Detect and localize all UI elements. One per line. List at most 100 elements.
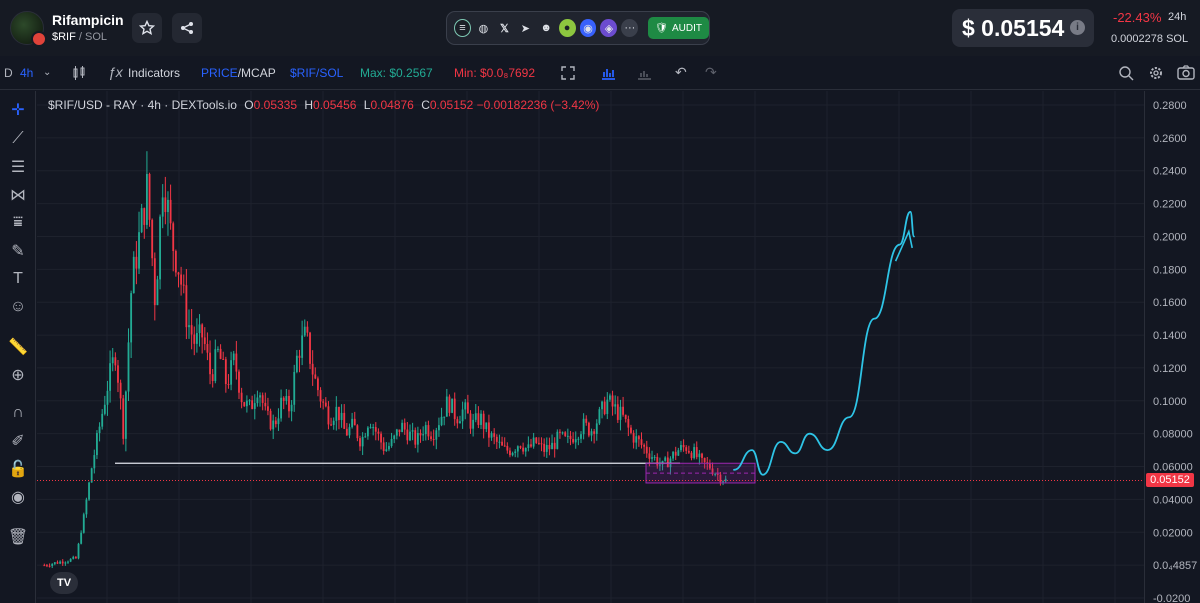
reddit-icon[interactable]: ☻ [540, 22, 552, 34]
trash-icon[interactable]: 🗑 [7, 529, 29, 546]
legend-change: −0.00182236 (−3.42%) [476, 98, 600, 112]
redo-icon[interactable]: ↷ [705, 64, 717, 80]
price-axis-tick: 0.04000 [1153, 494, 1193, 506]
pair-toggle[interactable]: $RIF/SOL [290, 66, 344, 80]
candle-body [719, 474, 722, 483]
camera-icon[interactable] [1177, 65, 1195, 80]
bar-chart-icon[interactable] [601, 66, 616, 80]
price-axis-tick: 0.1200 [1153, 363, 1187, 375]
fullscreen-icon[interactable] [561, 66, 575, 80]
audit-button[interactable]: 🛡 AUDIT [648, 17, 709, 39]
candle-body [135, 256, 138, 269]
fib-icon[interactable]: ⩸ [13, 214, 23, 231]
candle-body [369, 427, 372, 429]
price-label[interactable]: PRICE [201, 66, 238, 80]
price-chart[interactable] [37, 91, 1144, 603]
mcap-label[interactable]: MCAP [241, 66, 276, 80]
pump-icon[interactable]: ◈ [600, 19, 618, 37]
candle-body [451, 398, 454, 413]
more-icon[interactable]: ··· [621, 19, 639, 37]
candle-body [606, 399, 609, 414]
solana-icon[interactable]: ≡ [454, 19, 472, 37]
candle-body [551, 442, 553, 450]
candle-body [159, 216, 161, 280]
candle-body [506, 445, 509, 451]
candle-body [701, 453, 703, 458]
undo-icon[interactable]: ↶ [675, 64, 687, 80]
globe-icon[interactable]: ◍ [478, 22, 489, 35]
crosshair-icon[interactable]: ✛ [11, 102, 25, 119]
share-button[interactable] [172, 13, 202, 43]
candle-body [556, 431, 559, 449]
trendline-icon[interactable]: ⟋ [12, 130, 24, 147]
price-mcap-toggle[interactable]: PRICE/MCAP [201, 66, 276, 80]
candle-body [445, 396, 448, 417]
gear-icon[interactable] [1148, 65, 1164, 81]
candle-body [658, 464, 661, 466]
candles-icon[interactable] [72, 65, 86, 81]
candle-body [119, 382, 122, 399]
brush-icon[interactable]: ✎ [11, 243, 25, 260]
last-price-tag: 0.05152 [1146, 473, 1194, 487]
price-axis-tick: 0.02000 [1153, 527, 1193, 539]
emoji-icon[interactable]: ☺ [9, 298, 27, 315]
price-display: $ 0.05154 i [952, 9, 1094, 47]
candle-body [356, 425, 359, 439]
candle-body [335, 406, 338, 421]
candle-body [474, 413, 477, 420]
lock-drawing-icon[interactable]: ✐ [11, 433, 25, 450]
candle-body [282, 397, 285, 401]
search-replay-icon[interactable] [1118, 65, 1134, 81]
drawing-toolbar: ✛ ⟋ ☰ ⋈ ⩸ ✎ T ☺ 📏 ⊕ ∩ ✐ 🔓 ◉ 🗑 [0, 91, 36, 603]
candle-body [182, 284, 185, 286]
candle-body [724, 478, 727, 482]
pattern-icon[interactable]: ⋈ [10, 187, 26, 204]
token-header: Rifampicin $RIF / SOL ≡ ◍ 𝕏 ➤ ☻ ● ◉ ◈ ··… [0, 0, 1200, 56]
zoom-icon[interactable]: ⊕ [11, 367, 25, 384]
magnet-icon[interactable]: ∩ [12, 404, 24, 421]
tradingview-logo[interactable]: TV [50, 572, 78, 594]
candle-body [211, 374, 214, 381]
coinmarketcap-icon[interactable]: ◉ [579, 19, 597, 37]
indicators-button[interactable]: Indicators [128, 66, 181, 80]
candle-body [114, 357, 117, 366]
price-axis[interactable]: 0.2800 0.2600 0.2400 0.2200 0.2000 0.1800 0.16… [1144, 91, 1200, 603]
chevron-down-icon[interactable]: ⌄ [43, 67, 52, 78]
favorite-button[interactable] [132, 13, 162, 43]
candle-body [637, 436, 640, 440]
candle-body [243, 402, 246, 407]
candle-body [530, 444, 532, 447]
coingecko-icon[interactable]: ● [558, 19, 576, 37]
candle-body [548, 445, 551, 450]
candle-body [601, 401, 603, 410]
candle-body [316, 378, 319, 391]
candle-body [516, 446, 519, 452]
candle-body [351, 418, 354, 428]
social-links-bar: ≡ ◍ 𝕏 ➤ ☻ ● ◉ ◈ ··· 🛡 AUDIT [446, 11, 710, 45]
eye-icon[interactable]: ◉ [11, 489, 25, 506]
candle-body [361, 436, 364, 447]
chain-badge-icon [31, 31, 47, 47]
token-avatar[interactable] [10, 11, 47, 47]
horizontal-lines-icon[interactable]: ☰ [10, 159, 26, 176]
timeframe-d[interactable]: D [4, 66, 13, 80]
chart-legend: $RIF/USD - RAY · 4h · DEXTools.io O0.053… [48, 98, 599, 112]
x-icon[interactable]: 𝕏 [499, 22, 509, 35]
info-icon[interactable]: i [1070, 20, 1085, 35]
candle-body [230, 360, 233, 385]
candle-body [348, 427, 351, 436]
candle-body [82, 514, 85, 533]
volume-icon[interactable] [637, 66, 652, 80]
legend-low-label: L [363, 98, 371, 112]
telegram-icon[interactable]: ➤ [520, 22, 530, 35]
candle-body [80, 532, 83, 544]
candle-body [259, 395, 261, 398]
indicators-icon[interactable]: ƒx [108, 64, 123, 80]
interval-selector[interactable]: 4h [20, 66, 34, 80]
lock-icon[interactable]: 🔓 [8, 461, 28, 478]
candle-body [459, 421, 461, 424]
text-icon[interactable]: T [13, 270, 23, 287]
ruler-icon[interactable]: 📏 [8, 339, 28, 356]
candle-body [127, 342, 130, 392]
candle-body [390, 438, 393, 447]
